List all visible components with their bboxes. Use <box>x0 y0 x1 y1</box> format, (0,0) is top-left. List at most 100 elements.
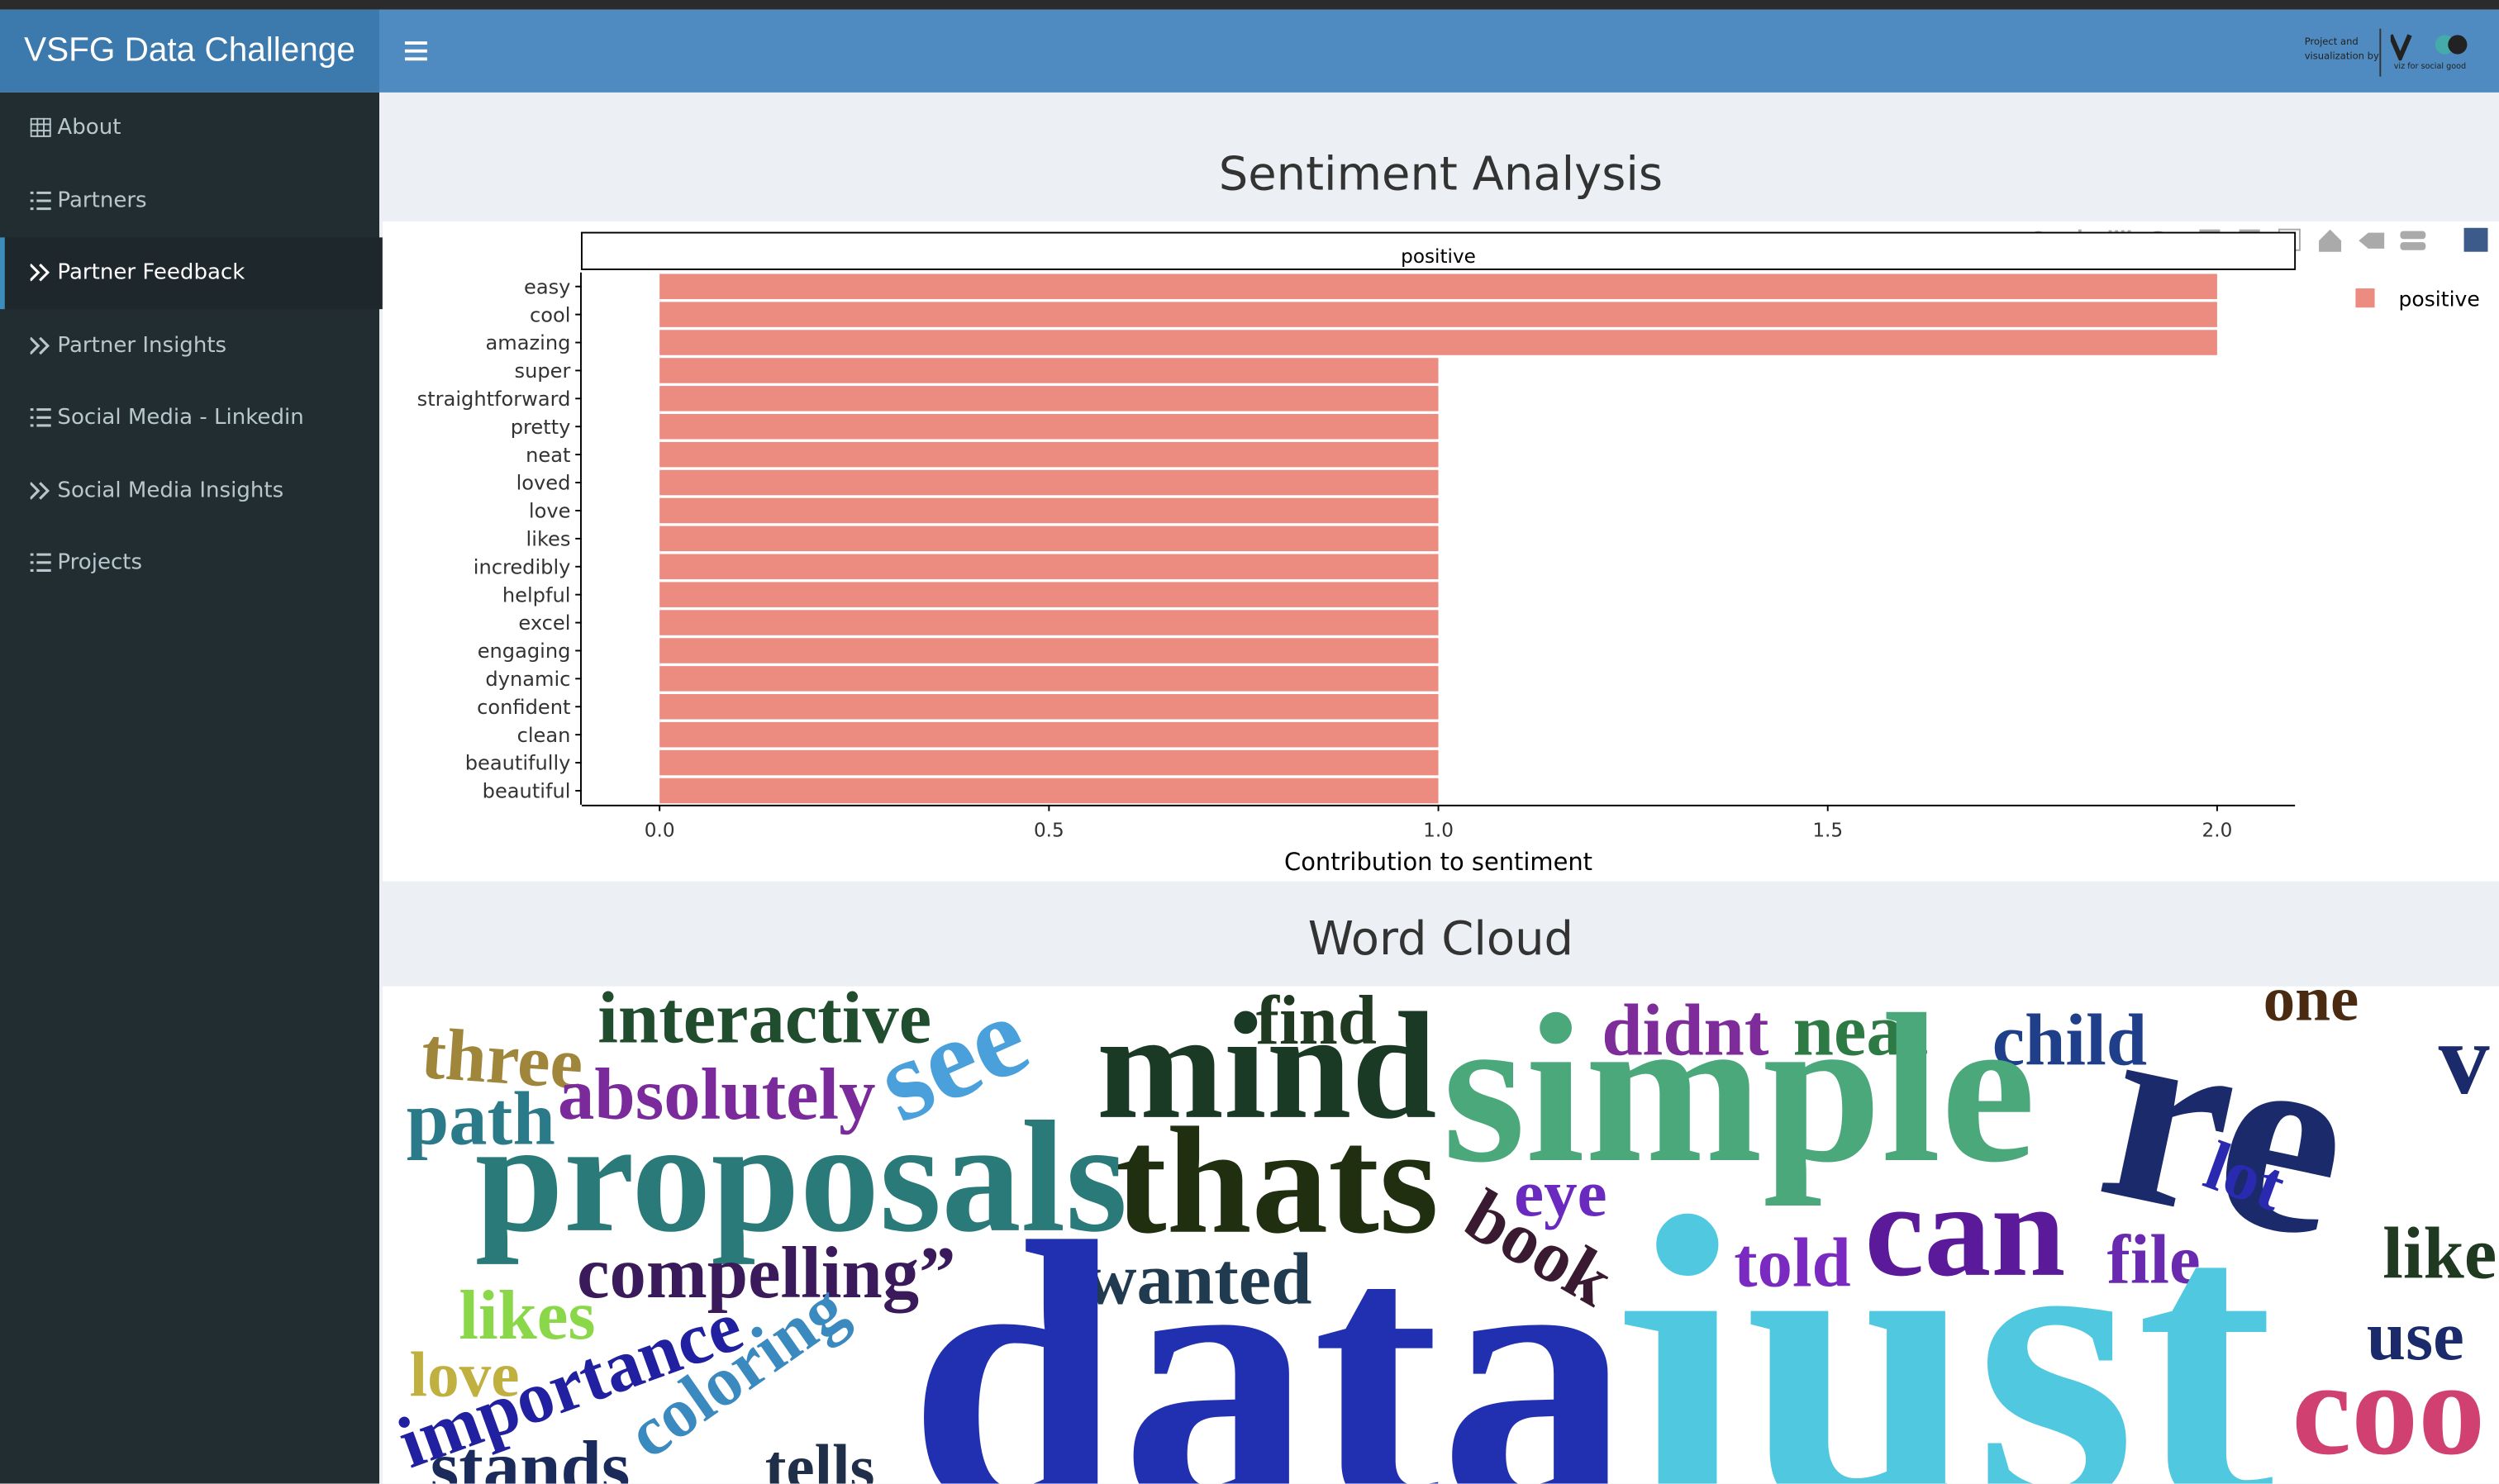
cloud-word: use <box>2366 1297 2464 1377</box>
bar <box>659 497 1439 524</box>
divider <box>2379 28 2382 77</box>
nav-icon <box>30 408 51 427</box>
cloud-word: absolutely <box>557 1053 876 1134</box>
cloud-word: path <box>406 1077 555 1162</box>
nav-label: Social Media Insights <box>57 477 284 503</box>
nav-item[interactable]: Social Media - Linkedin <box>0 383 379 454</box>
cloud-word: one <box>2263 986 2359 1035</box>
nav-label: Partners <box>57 187 147 213</box>
bar <box>659 469 1439 496</box>
chart-panel: positive easy cool amazing super straightforw… <box>382 221 2499 882</box>
cloud-word: proposals <box>474 1088 1128 1266</box>
brand[interactable]: VSFG Data Challenge <box>0 9 379 93</box>
y-tick-label: engaging <box>478 640 571 663</box>
nav-item[interactable]: Partner Feedback <box>0 237 384 310</box>
legend-swatch <box>2355 288 2375 308</box>
bar <box>659 302 2217 327</box>
nav-item[interactable]: About <box>0 93 379 164</box>
bar <box>659 386 1439 411</box>
y-tick-label: pretty <box>511 416 571 439</box>
x-tick-label: 1.0 <box>1423 820 1454 841</box>
cloud-word: neat <box>1792 988 1928 1071</box>
cloud-word: likes <box>459 1277 596 1356</box>
bar <box>659 694 1439 720</box>
bar <box>659 610 1439 635</box>
y-tick-label: likes <box>526 528 571 551</box>
section-title: Word Cloud <box>1307 911 1574 966</box>
nav-icon <box>30 481 50 499</box>
nav-item[interactable]: Partner Insights <box>0 310 379 382</box>
y-tick-label: beautifully <box>465 752 571 775</box>
facet-strip <box>580 231 2297 270</box>
cloud-word: data <box>908 1163 1631 1484</box>
x-tick-label: 0.0 <box>645 820 675 841</box>
bar <box>659 721 1439 748</box>
legend-label: positive <box>2398 287 2479 311</box>
credit-line: visualization by <box>2304 50 2379 63</box>
section-title: Sentiment Analysis <box>1218 146 1664 201</box>
x-tick-label: 0.5 <box>1034 820 1064 841</box>
cloud-word: just <box>1606 1133 2274 1484</box>
cloud-word: love <box>409 1338 520 1410</box>
y-tick-label: love <box>529 500 571 523</box>
y-tick-label: neat <box>526 444 570 467</box>
y-tick-label: amazing <box>486 331 571 354</box>
nav-item[interactable]: Projects <box>0 527 379 599</box>
menu-toggle[interactable] <box>404 40 437 65</box>
nav-label: Projects <box>57 549 143 576</box>
y-tick-label: clean <box>517 724 571 747</box>
cloud-word: interactive <box>597 986 932 1058</box>
cloud-word: child <box>1992 998 2148 1080</box>
cloud-word: thats <box>1115 1094 1439 1265</box>
x-axis-title: Contribution to sentiment <box>1284 848 1592 876</box>
nav-icon <box>30 335 50 354</box>
y-tick-label: excel <box>518 611 570 635</box>
bar <box>659 554 1439 580</box>
bar <box>659 273 2217 299</box>
cloud-word: wanted <box>1083 1237 1312 1320</box>
cloud-word: coo <box>2292 1335 2486 1484</box>
y-tick-label: confident <box>477 696 570 719</box>
nav-item[interactable]: Social Media Insights <box>0 455 379 527</box>
bar <box>659 441 1439 468</box>
cloud-word: didnt <box>1602 988 1769 1071</box>
nav-icon <box>30 190 51 210</box>
bar <box>659 749 1439 776</box>
facet-label: positive <box>1401 246 1476 268</box>
x-tick-label: 1.5 <box>1812 820 1843 841</box>
cloud-word: eye <box>1514 1158 1607 1233</box>
y-tick-label: beautiful <box>483 780 571 803</box>
cloud-word: like <box>2382 1211 2497 1294</box>
y-tick-label: incredibly <box>474 555 571 578</box>
cloud-word: tells <box>764 1430 875 1484</box>
bar <box>659 358 1439 383</box>
cloud-word: v <box>2438 1002 2490 1116</box>
nav-item[interactable]: Partners <box>0 165 379 237</box>
cloud-word: file <box>2106 1221 2201 1300</box>
nav-label: Partner Insights <box>57 332 227 358</box>
cloud-word: mind <box>1096 986 1437 1150</box>
word-cloud: three interactive see find mind didnt neat chil… <box>382 986 2499 1484</box>
y-tick-label: loved <box>516 472 571 495</box>
y-tick-label: dynamic <box>485 668 570 691</box>
credit: Project and visualization by <box>2305 35 2379 64</box>
logo-text: viz for social good <box>2393 62 2467 72</box>
sidebar: About Partners Partner Feedback Partner Ins… <box>0 92 384 1484</box>
bar <box>659 666 1439 692</box>
chart: positive easy cool amazing super straightforw… <box>417 227 2488 876</box>
nav-label: About <box>57 114 121 140</box>
credit-line: Project and <box>2304 36 2359 48</box>
y-tick-label: super <box>515 359 571 383</box>
nav-label: Partner Feedback <box>57 259 245 286</box>
bar <box>659 778 1439 804</box>
y-tick-label: easy <box>524 275 570 298</box>
y-tick-label: straightforward <box>417 388 571 411</box>
cloud-word: simple <box>1442 986 2036 1207</box>
window-bar <box>0 0 2499 10</box>
logo <box>2390 34 2468 61</box>
nav-icon <box>30 553 51 572</box>
cloud-word: can <box>1864 1157 2066 1306</box>
cloud-word: stands <box>430 1425 631 1484</box>
y-tick-label: cool <box>530 303 570 326</box>
